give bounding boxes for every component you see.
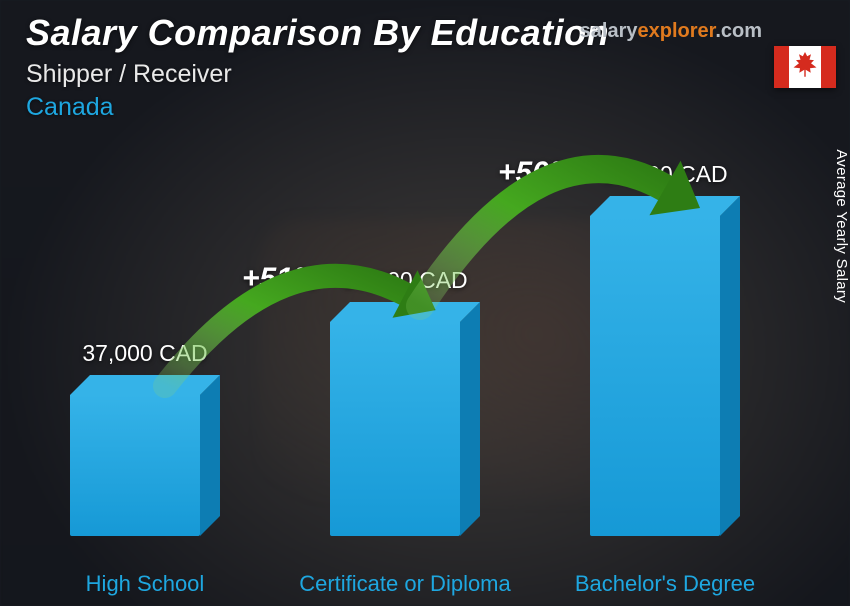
brand-prefix: salary [580, 20, 638, 42]
canada-flag-icon [774, 46, 836, 88]
brand-watermark: salaryexplorer.com [580, 20, 762, 43]
country-name: Canada [26, 93, 609, 122]
bar-chart: 37,000 CADHigh School56,000 CADCertifica… [0, 136, 850, 606]
brand-suffix: .com [715, 20, 762, 42]
arcs-layer [0, 136, 850, 606]
title-block: Salary Comparison By Education Shipper /… [26, 12, 609, 122]
page-title: Salary Comparison By Education [26, 12, 609, 54]
content-overlay: Salary Comparison By Education Shipper /… [0, 0, 850, 606]
increase-arc [420, 169, 665, 306]
job-title: Shipper / Receiver [26, 60, 609, 89]
brand-mid: explorer [637, 20, 715, 42]
increase-arc [165, 276, 405, 386]
